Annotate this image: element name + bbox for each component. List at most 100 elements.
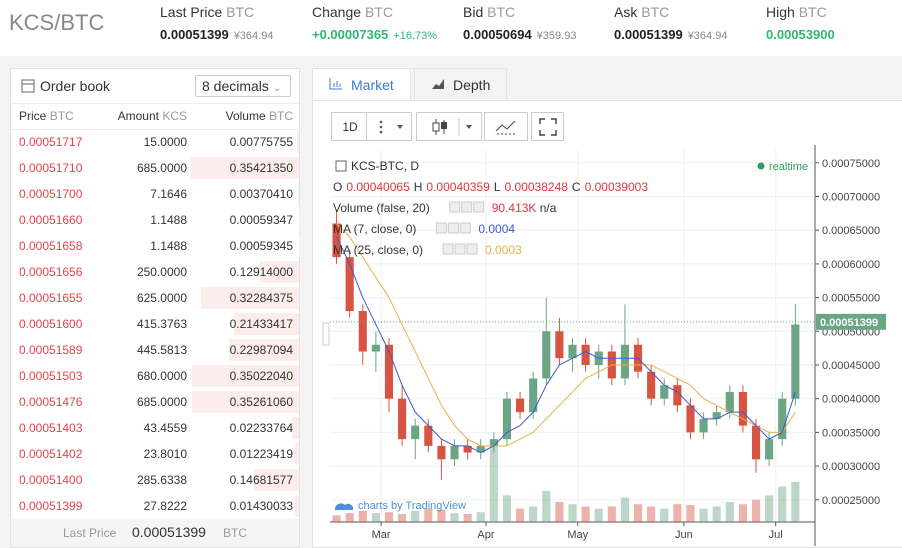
volume-bar bbox=[608, 506, 616, 522]
order-price: 0.00051710 bbox=[19, 157, 82, 179]
order-volume: 0.00775755 bbox=[230, 131, 293, 153]
indicator-value: 0.0004 bbox=[478, 222, 515, 236]
column-label: Amount bbox=[118, 109, 159, 123]
depth-bar bbox=[292, 417, 299, 439]
order-volume: 0.22987094 bbox=[230, 339, 293, 361]
tab[interactable]: Market bbox=[312, 68, 411, 101]
indicator-control bbox=[462, 202, 472, 212]
volume-bar bbox=[503, 495, 511, 522]
column-unit: BTC bbox=[269, 109, 293, 123]
y-tick-label: 0.00065000 bbox=[822, 225, 880, 237]
order-volume: 0.02233764 bbox=[230, 417, 293, 439]
order-amount: 1.1488 bbox=[150, 235, 187, 257]
volume-bar bbox=[791, 482, 799, 522]
order-volume: 0.00059345 bbox=[230, 235, 293, 257]
order-price: 0.00051717 bbox=[19, 131, 82, 153]
volume-bar bbox=[634, 504, 642, 522]
volume-bar bbox=[713, 506, 721, 522]
indicators-button[interactable] bbox=[484, 112, 528, 141]
y-tick-label: 0.00035000 bbox=[822, 427, 880, 439]
order-price: 0.00051658 bbox=[19, 235, 82, 257]
interval-dropdown[interactable] bbox=[366, 112, 412, 141]
indicator-value: 90.413K bbox=[492, 201, 537, 215]
order-volume: 0.00059347 bbox=[230, 209, 293, 231]
column-label: Volume bbox=[226, 109, 266, 123]
candle-body bbox=[700, 419, 708, 432]
depth-bar bbox=[297, 131, 299, 153]
order-volume: 0.01430033 bbox=[230, 495, 293, 517]
order-volume: 0.35261060 bbox=[230, 391, 293, 413]
tab-label[interactable]: Market bbox=[351, 77, 394, 93]
column-header: Volume BTC bbox=[226, 109, 293, 123]
x-tick-label: Jul bbox=[769, 529, 783, 541]
y-tick-label: 0.00075000 bbox=[822, 158, 880, 170]
order-price: 0.00051700 bbox=[19, 183, 82, 205]
volume-bar bbox=[739, 504, 747, 522]
tab-label[interactable]: Depth bbox=[453, 77, 490, 93]
stat-value: +0.00007365 bbox=[312, 27, 388, 42]
depth-bar bbox=[295, 495, 299, 517]
stat-label: High bbox=[766, 4, 795, 20]
candle-body bbox=[450, 446, 458, 459]
indicator-extra: n/a bbox=[540, 201, 557, 215]
volume-bar bbox=[778, 486, 786, 522]
stat-label: Last Price bbox=[160, 4, 222, 20]
stat-label-row: Ask BTC bbox=[614, 4, 669, 20]
volume-bar bbox=[464, 514, 472, 522]
order-amount: 7.1646 bbox=[150, 183, 187, 205]
order-amount: 445.5813 bbox=[137, 339, 187, 361]
order-volume: 0.14681577 bbox=[230, 469, 293, 491]
volume-bar bbox=[686, 505, 694, 522]
stat-value: 0.00053900 bbox=[766, 27, 835, 42]
indicator-name: Volume (false, 20) bbox=[333, 201, 430, 215]
candle-body bbox=[647, 372, 655, 399]
order-price: 0.00051503 bbox=[19, 365, 82, 387]
stat-label-row: Last Price BTC bbox=[160, 4, 254, 20]
indicators-icon bbox=[494, 117, 518, 137]
ohlc-value: 0.00038248 bbox=[505, 180, 569, 194]
chart-style-button[interactable] bbox=[416, 112, 482, 141]
order-amount: 23.8010 bbox=[144, 443, 187, 465]
order-price: 0.00051399 bbox=[19, 495, 82, 517]
credit-logo bbox=[335, 503, 353, 510]
candle-body bbox=[555, 331, 563, 358]
stat-unit: BTC bbox=[641, 4, 669, 20]
stat-value-row: 0.00050694¥359.93 bbox=[463, 26, 576, 44]
order-price: 0.00051402 bbox=[19, 443, 82, 465]
interval-label[interactable]: 1D bbox=[342, 120, 357, 134]
volume-bar bbox=[673, 504, 681, 522]
volume-bar bbox=[372, 513, 380, 522]
dropdown-icon bbox=[369, 117, 409, 137]
volume-bar bbox=[568, 504, 576, 522]
interval-button[interactable]: 1D bbox=[331, 112, 369, 141]
order-price: 0.00051589 bbox=[19, 339, 82, 361]
stat-value-row: 0.00051399¥364.94 bbox=[160, 26, 273, 44]
realtime-dot bbox=[758, 163, 765, 170]
indicator-control bbox=[455, 244, 465, 254]
y-tick-label: 0.00040000 bbox=[822, 394, 880, 406]
ohlc-value: 0.00040359 bbox=[426, 180, 490, 194]
volume-bar bbox=[595, 509, 603, 522]
tab[interactable]: Depth bbox=[414, 68, 507, 101]
column-unit: BTC bbox=[50, 109, 74, 123]
order-amount: 285.6338 bbox=[137, 469, 187, 491]
y-tick-label: 0.00060000 bbox=[822, 259, 880, 271]
volume-bar bbox=[411, 511, 419, 522]
order-amount: 250.0000 bbox=[137, 261, 187, 283]
indicator-name: MA (7, close, 0) bbox=[333, 222, 416, 236]
stat-unit: BTC bbox=[365, 4, 393, 20]
stat-label-row: High BTC bbox=[766, 4, 827, 20]
stat-sub: ¥359.93 bbox=[537, 30, 577, 42]
stat-sub: ¥364.94 bbox=[688, 30, 728, 42]
volume-bar bbox=[516, 509, 524, 522]
stat-unit: BTC bbox=[487, 4, 515, 20]
order-price: 0.00051600 bbox=[19, 313, 82, 335]
candle-body bbox=[765, 439, 773, 459]
fullscreen-button[interactable] bbox=[531, 112, 564, 141]
order-amount: 680.0000 bbox=[137, 365, 187, 387]
ohlc-key: L bbox=[494, 180, 501, 194]
scroll-handle bbox=[323, 323, 329, 345]
order-volume: 0.35022040 bbox=[230, 365, 293, 387]
column-header: Price BTC bbox=[19, 109, 74, 123]
